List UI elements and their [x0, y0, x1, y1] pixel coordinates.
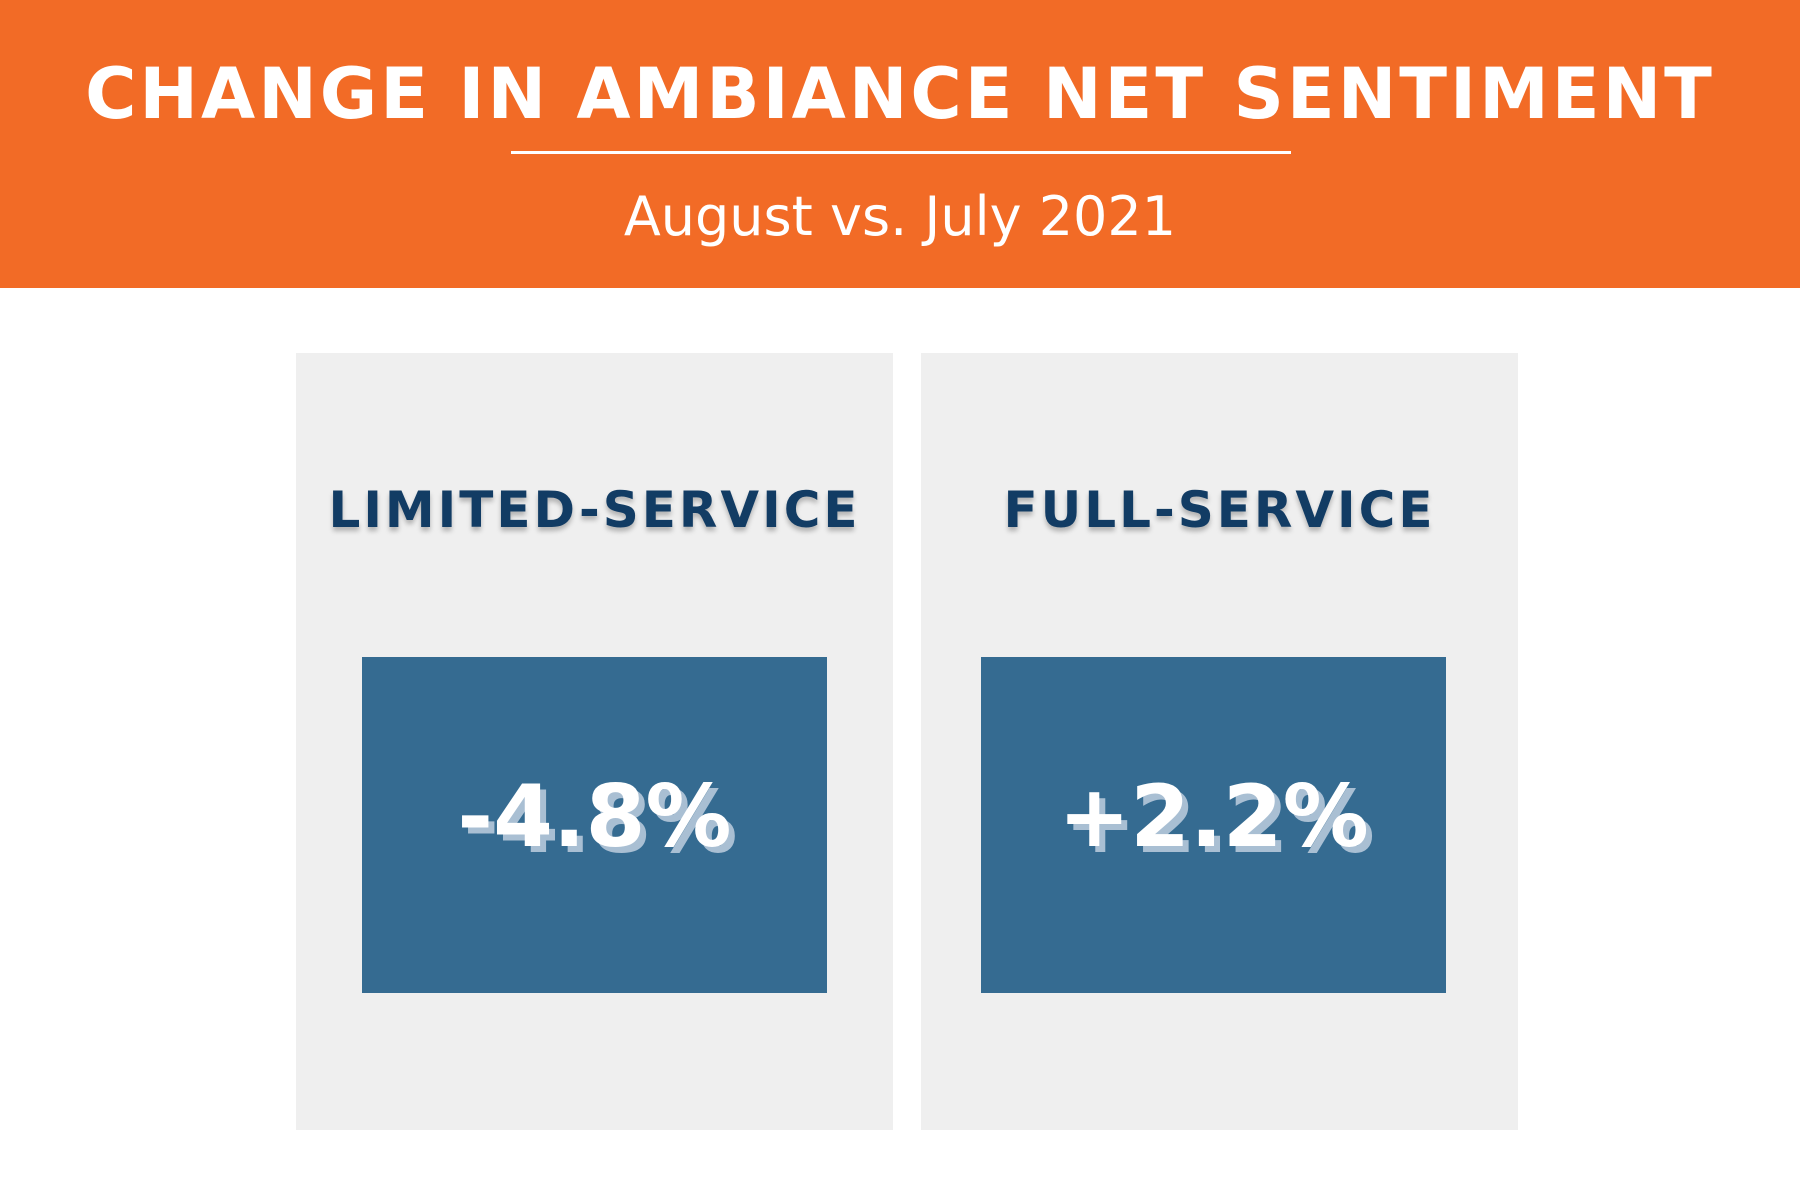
full-service-label: FULL-SERVICE — [1003, 481, 1436, 539]
header-banner: CHANGE IN AMBIANCE NET SENTIMENT August … — [0, 0, 1800, 288]
limited-service-panel: LIMITED-SERVICE -4.8% — [296, 353, 893, 1130]
limited-service-label: LIMITED-SERVICE — [328, 481, 861, 539]
full-service-value: +2.2% — [1058, 767, 1369, 867]
limited-service-value: -4.8% — [457, 767, 732, 867]
page-title: CHANGE IN AMBIANCE NET SENTIMENT — [85, 53, 1715, 135]
full-service-value-box: +2.2% — [981, 657, 1446, 993]
page-subtitle: August vs. July 2021 — [623, 185, 1177, 248]
full-service-panel: FULL-SERVICE +2.2% — [921, 353, 1518, 1130]
limited-service-value-box: -4.8% — [362, 657, 827, 993]
title-divider — [511, 151, 1291, 154]
